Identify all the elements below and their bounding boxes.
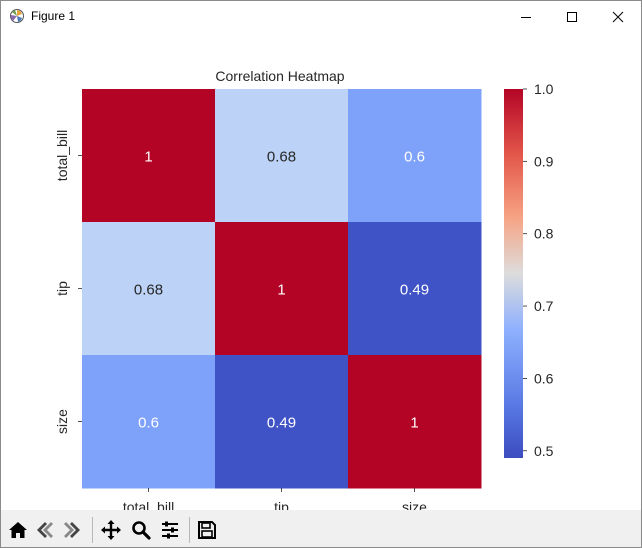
y-tick-label: total_bill	[54, 130, 70, 181]
heatmap-cell	[82, 355, 216, 489]
home-button[interactable]	[7, 519, 29, 541]
window-title: Figure 1	[31, 9, 76, 23]
heatmap-cell	[215, 222, 349, 356]
heatmap-cell	[82, 222, 216, 356]
pan-button[interactable]	[100, 519, 122, 541]
forward-button[interactable]	[61, 519, 83, 541]
minimize-button[interactable]	[503, 1, 549, 32]
chart-title: Correlation Heatmap	[215, 68, 344, 84]
heatmap-cell	[215, 89, 349, 223]
colorbar-tick-label: 0.8	[534, 226, 554, 242]
x-tick-label: size	[402, 499, 427, 510]
colorbar-tick-label: 0.9	[534, 153, 554, 169]
save-icon	[198, 521, 216, 539]
x-tick-label: tip	[274, 499, 289, 510]
configure-subplots-icon	[162, 521, 178, 539]
cell-value-label: 0.49	[400, 282, 429, 299]
heatmap-cell	[82, 89, 216, 223]
configure-subplots-button[interactable]	[159, 519, 181, 541]
colorbar-tick-label: 0.5	[534, 443, 554, 459]
toolbar-separator	[92, 517, 93, 543]
toolbar-separator	[189, 517, 190, 543]
forward-icon	[64, 522, 80, 538]
colorbar-tick-label: 1.0	[534, 81, 554, 97]
cell-value-label: 1	[410, 415, 418, 432]
heatmap-cell	[348, 89, 482, 223]
back-button[interactable]	[34, 519, 56, 541]
x-tick-label: total_bill	[123, 499, 174, 510]
home-icon	[9, 522, 27, 538]
matplotlib-icon	[10, 9, 24, 23]
colorbar	[504, 89, 523, 458]
heatmap-chart: Correlation Heatmap 1 0.68 0.6 0.68 1 0.49 0.6…	[54, 68, 554, 515]
zoom-icon	[132, 521, 151, 540]
cell-value-label: 0.6	[404, 149, 425, 166]
figure-canvas[interactable]: Correlation Heatmap 1 0.68 0.6 0.68 1 0.49 0.6…	[1, 32, 641, 515]
cell-value-label: 0.68	[267, 149, 296, 166]
back-icon	[37, 522, 53, 538]
close-icon	[612, 11, 624, 22]
cell-value-label: 1	[277, 282, 285, 299]
close-button[interactable]	[595, 1, 641, 32]
heatmap-cell	[348, 355, 482, 489]
navigation-toolbar	[1, 510, 641, 547]
cell-value-label: 0.68	[134, 282, 163, 299]
heatmap-cell	[215, 355, 349, 489]
save-button[interactable]	[196, 519, 218, 541]
y-tick-label: size	[54, 409, 70, 434]
title-bar[interactable]: Figure 1	[1, 1, 641, 32]
minimize-icon	[521, 16, 531, 18]
cell-value-label: 1	[144, 149, 152, 166]
cell-value-label: 0.6	[138, 415, 159, 432]
heatmap-cell	[348, 222, 482, 356]
maximize-icon	[567, 11, 577, 22]
colorbar-tick-label: 0.7	[534, 298, 554, 314]
y-tick-label: tip	[54, 281, 70, 296]
zoom-button[interactable]	[130, 519, 152, 541]
colorbar-tick-label: 0.6	[534, 370, 554, 386]
maximize-button[interactable]	[549, 1, 595, 32]
cell-value-label: 0.49	[267, 415, 296, 432]
pan-icon	[101, 520, 121, 540]
